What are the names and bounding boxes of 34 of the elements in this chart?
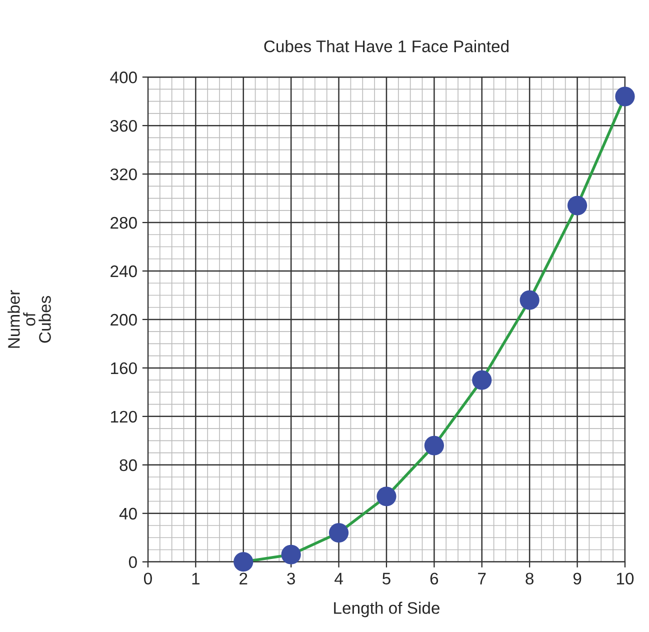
chart-title: Cubes That Have 1 Face Painted <box>264 40 508 52</box>
point <box>281 544 301 564</box>
point <box>328 522 349 543</box>
y-tick-label: 120 <box>111 410 137 423</box>
x-tick-label: 7 <box>478 572 486 584</box>
y-tick-label: 0 <box>128 556 137 568</box>
y-tick-label: 360 <box>110 120 137 132</box>
y-tick-label: 240 <box>110 265 137 278</box>
x-tick-label: 4 <box>334 572 343 584</box>
x-tick-label: 1 <box>192 572 200 584</box>
point <box>567 196 588 216</box>
point <box>234 552 254 572</box>
x-tick-label: 0 <box>144 572 152 585</box>
x-tick-label: 2 <box>240 572 248 584</box>
x-tick-label: 10 <box>616 572 634 585</box>
x-tick-label: 5 <box>382 572 390 585</box>
point <box>520 290 540 310</box>
y-tick-label: 320 <box>110 168 137 180</box>
x-tick-label: 6 <box>430 572 438 585</box>
y-axis-title: Number of Cubes <box>8 290 51 348</box>
y-tick-label: 40 <box>119 508 137 520</box>
x-tick-label: 8 <box>526 572 534 585</box>
point <box>424 436 444 456</box>
x-tick-label: 3 <box>287 572 295 585</box>
y-tick-label: 160 <box>111 362 137 374</box>
y-tick-label: 80 <box>120 459 137 472</box>
y-tick-label: 280 <box>110 216 137 229</box>
x-axis-title: Length of Side <box>334 602 440 618</box>
y-tick-label: 400 <box>110 72 137 84</box>
point <box>376 486 396 506</box>
y-tick-label: 200 <box>110 314 137 326</box>
x-tick-label: 9 <box>573 572 582 585</box>
point <box>615 86 635 106</box>
point <box>472 370 492 390</box>
